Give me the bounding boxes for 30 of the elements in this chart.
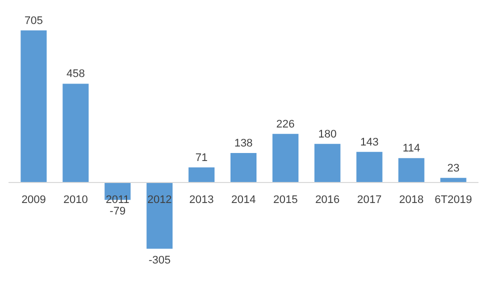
- data-label: -79: [110, 205, 126, 218]
- x-tick-label: 2013: [189, 194, 214, 206]
- x-tick-label: 2012: [147, 194, 172, 206]
- data-label: 71: [195, 152, 208, 164]
- bar: [314, 144, 340, 183]
- x-tick-label: 2009: [21, 194, 46, 206]
- data-label: 705: [24, 14, 43, 27]
- data-label: 458: [66, 68, 85, 80]
- x-tick-label: 2015: [273, 194, 298, 206]
- bar: [62, 84, 89, 183]
- x-tick-label: 6T2019: [434, 194, 472, 206]
- bar: [272, 134, 298, 183]
- bar: [188, 167, 215, 183]
- data-label: 138: [234, 137, 253, 150]
- bar: [146, 182, 173, 249]
- x-tick-label: 2010: [63, 194, 88, 206]
- bar: [398, 158, 424, 183]
- x-tick-label: 2016: [315, 194, 340, 206]
- bar: [20, 30, 47, 183]
- x-tick-label: 2017: [357, 194, 382, 206]
- data-label: 23: [447, 162, 460, 174]
- data-label: 143: [360, 136, 379, 148]
- data-label: 226: [276, 118, 295, 130]
- bar: [230, 152, 257, 183]
- data-label: -305: [148, 254, 171, 266]
- bar: [356, 152, 382, 183]
- data-label: 180: [318, 128, 337, 140]
- x-tick-label: 2014: [231, 194, 256, 206]
- x-tick-label: 2018: [399, 194, 424, 206]
- data-label: 114: [402, 142, 420, 155]
